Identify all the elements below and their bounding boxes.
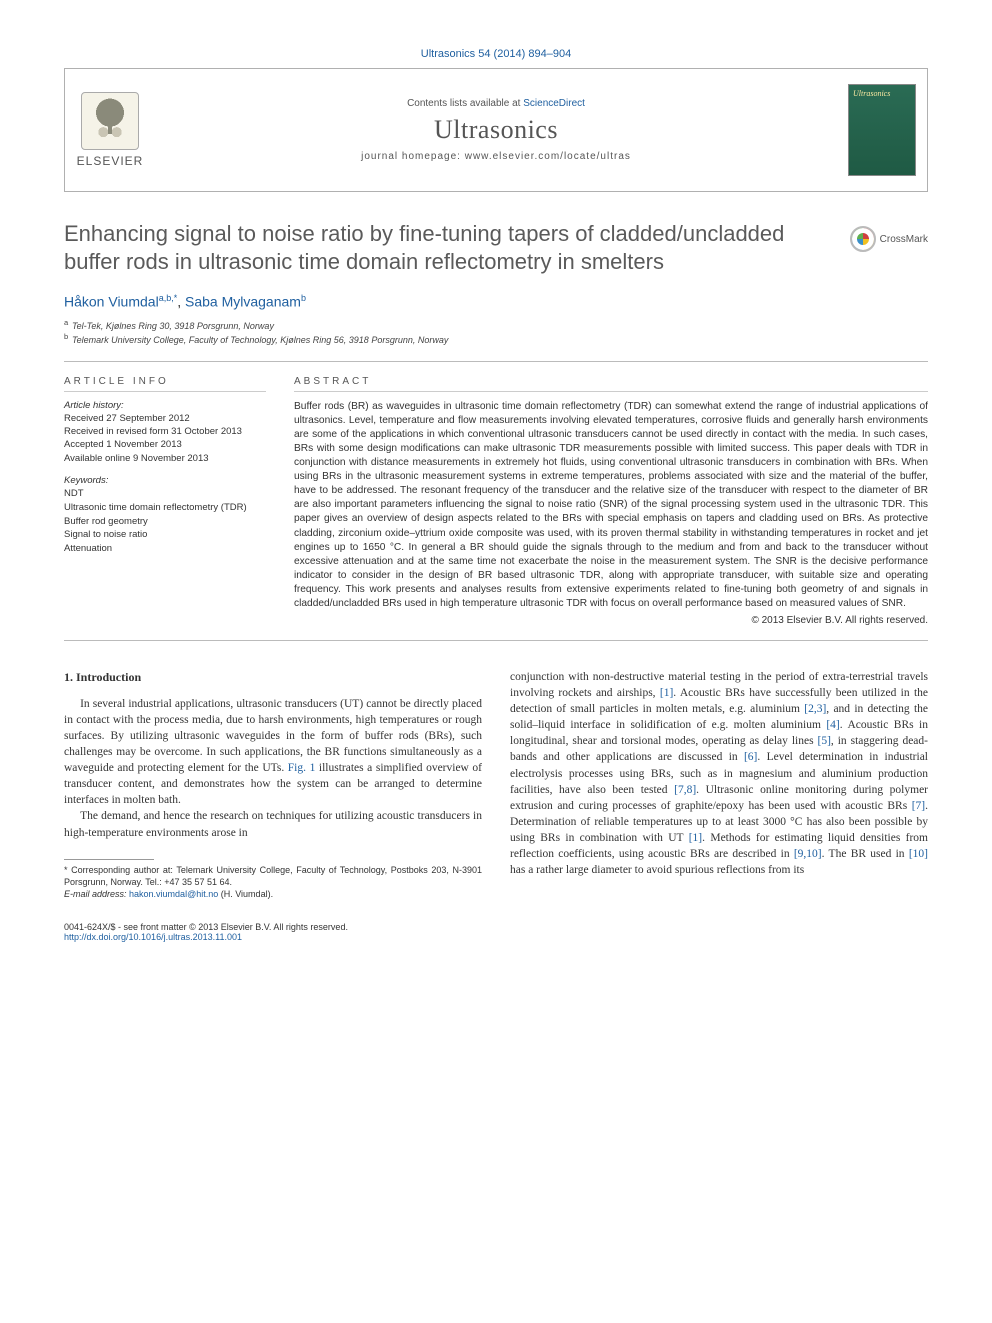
article-title: Enhancing signal to noise ratio by fine-…	[64, 220, 804, 275]
cover-image: Ultrasonics	[848, 84, 916, 176]
sciencedirect-link[interactable]: ScienceDirect	[523, 98, 585, 109]
affiliations: aTel-Tek, Kjølnes Ring 30, 3918 Porsgrun…	[64, 318, 928, 347]
author-1[interactable]: Håkon Viumdal	[64, 294, 159, 310]
journal-header: ELSEVIER Contents lists available at Sci…	[64, 68, 928, 192]
homepage-prefix: journal homepage:	[361, 151, 465, 162]
history-revised: Received in revised form 31 October 2013	[64, 425, 266, 438]
issn-line: 0041-624X/$ - see front matter © 2013 El…	[64, 922, 928, 932]
keyword-1: Ultrasonic time domain reflectometry (TD…	[64, 501, 266, 515]
history-received: Received 27 September 2012	[64, 412, 266, 425]
ref-4-link[interactable]: [4]	[826, 719, 839, 731]
journal-cover[interactable]: Ultrasonics	[837, 69, 927, 191]
section-1-heading: 1. Introduction	[64, 669, 482, 686]
keyword-0: NDT	[64, 487, 266, 501]
divider	[64, 361, 928, 362]
abstract-text: Buffer rods (BR) as waveguides in ultras…	[294, 400, 928, 611]
ref-1-link[interactable]: [1]	[660, 687, 673, 699]
corr-email-link[interactable]: hakon.viumdal@hit.no	[129, 889, 218, 899]
email-who: (H. Viumdal).	[218, 889, 273, 899]
doi-link[interactable]: http://dx.doi.org/10.1016/j.ultras.2013.…	[64, 932, 242, 942]
article-page: Ultrasonics 54 (2014) 894–904 ELSEVIER C…	[0, 0, 992, 974]
crossmark-icon	[850, 226, 876, 252]
affil-a-text: Tel-Tek, Kjølnes Ring 30, 3918 Porsgrunn…	[72, 321, 274, 331]
ref-7-link[interactable]: [7]	[912, 800, 925, 812]
homepage-link[interactable]: www.elsevier.com/locate/ultras	[465, 151, 631, 162]
corr-text: Corresponding author at: Telemark Univer…	[64, 865, 482, 887]
keyword-2: Buffer rod geometry	[64, 515, 266, 529]
intro-para-1: In several industrial applications, ultr…	[64, 696, 482, 809]
ref-9-10-link[interactable]: [9,10]	[794, 848, 822, 860]
page-footer: 0041-624X/$ - see front matter © 2013 El…	[64, 922, 928, 942]
affil-a-label: a	[64, 318, 72, 329]
ref-1b-link[interactable]: [1]	[689, 832, 702, 844]
crossmark-badge[interactable]: CrossMark	[850, 226, 928, 252]
crossmark-label: CrossMark	[880, 234, 928, 245]
ref-7-8-link[interactable]: [7,8]	[674, 784, 696, 796]
history-accepted: Accepted 1 November 2013	[64, 438, 266, 451]
keyword-3: Signal to noise ratio	[64, 528, 266, 542]
divider-2	[64, 640, 928, 641]
header-center: Contents lists available at ScienceDirec…	[155, 69, 837, 191]
ref-10-link[interactable]: [10]	[909, 848, 928, 860]
citation-line: Ultrasonics 54 (2014) 894–904	[64, 48, 928, 60]
column-left: 1. Introduction In several industrial ap…	[64, 669, 482, 900]
author-1-affil[interactable]: a,b,*	[159, 293, 178, 303]
affil-b-label: b	[64, 332, 72, 343]
email-footnote: E-mail address: hakon.viumdal@hit.no (H.…	[64, 888, 482, 900]
publisher-name: ELSEVIER	[77, 154, 144, 168]
abstract-copyright: © 2013 Elsevier B.V. All rights reserved…	[294, 615, 928, 626]
contents-prefix: Contents lists available at	[407, 98, 523, 109]
ref-2-3-link[interactable]: [2,3]	[804, 703, 826, 715]
info-abstract-row: ARTICLE INFO Article history: Received 2…	[64, 376, 928, 626]
fig-1-link[interactable]: Fig. 1	[288, 762, 316, 774]
keyword-4: Attenuation	[64, 542, 266, 556]
intro-para-cont: conjunction with non-destructive materia…	[510, 669, 928, 878]
affil-b-text: Telemark University College, Faculty of …	[72, 335, 448, 345]
intro-para-2: The demand, and hence the research on te…	[64, 808, 482, 840]
journal-homepage: journal homepage: www.elsevier.com/locat…	[361, 151, 631, 162]
affil-b: bTelemark University College, Faculty of…	[64, 332, 928, 347]
info-heading: ARTICLE INFO	[64, 376, 266, 392]
footnote-rule	[64, 859, 154, 860]
history-label: Article history:	[64, 400, 266, 411]
body-columns: 1. Introduction In several industrial ap…	[64, 669, 928, 900]
contents-available: Contents lists available at ScienceDirec…	[407, 98, 585, 109]
journal-name: Ultrasonics	[434, 115, 558, 145]
email-label: E-mail address:	[64, 889, 129, 899]
keywords-label: Keywords:	[64, 475, 266, 486]
article-info: ARTICLE INFO Article history: Received 2…	[64, 376, 266, 626]
title-block: Enhancing signal to noise ratio by fine-…	[64, 220, 928, 275]
author-list: Håkon Viumdala,b,*, Saba Mylvaganamb	[64, 293, 928, 310]
affil-a: aTel-Tek, Kjølnes Ring 30, 3918 Porsgrun…	[64, 318, 928, 333]
corresponding-footnote: * Corresponding author at: Telemark Univ…	[64, 864, 482, 888]
elsevier-tree-icon	[81, 92, 139, 150]
ref-5-link[interactable]: [5]	[818, 735, 831, 747]
cover-title: Ultrasonics	[853, 89, 890, 98]
ref-6-link[interactable]: [6]	[744, 751, 757, 763]
abstract-block: ABSTRACT Buffer rods (BR) as waveguides …	[294, 376, 928, 626]
abstract-heading: ABSTRACT	[294, 376, 928, 392]
history-online: Available online 9 November 2013	[64, 452, 266, 465]
author-2[interactable]: Saba Mylvaganam	[185, 294, 301, 310]
author-2-affil[interactable]: b	[301, 293, 306, 303]
column-right: conjunction with non-destructive materia…	[510, 669, 928, 900]
author-sep: ,	[177, 294, 185, 310]
publisher-logo[interactable]: ELSEVIER	[65, 69, 155, 191]
